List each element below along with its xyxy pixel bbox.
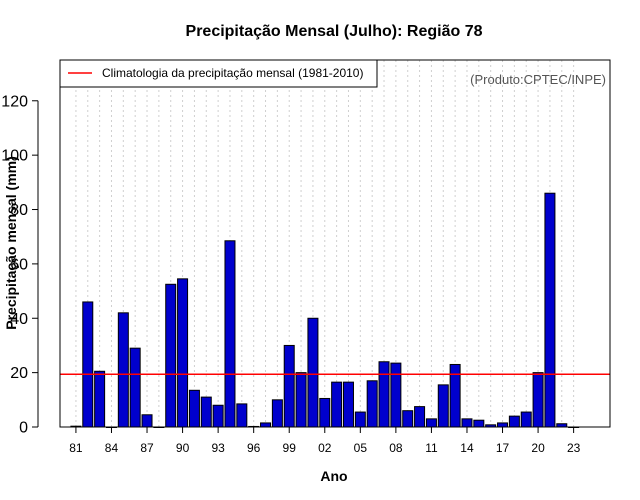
legend-label: Climatologia da precipitação mensal (198… — [102, 66, 363, 80]
y-tick-label: 40 — [10, 311, 28, 328]
bar-2000 — [295, 372, 307, 428]
x-tick-label: 81 — [69, 441, 83, 455]
bar-1993 — [212, 404, 224, 428]
bar-2012 — [437, 384, 449, 428]
x-tick-label: 87 — [140, 441, 154, 455]
bar-2019 — [520, 411, 532, 428]
bar-1985 — [117, 312, 129, 428]
bar-1989 — [165, 283, 177, 428]
x-tick-label: 14 — [460, 441, 474, 455]
y-axis: 0 20 40 60 80 100 120 — [1, 93, 39, 437]
bars — [70, 192, 580, 428]
bar-2001 — [307, 317, 319, 428]
x-tick-label: 84 — [105, 441, 119, 455]
bar-1982 — [82, 301, 94, 428]
x-axis-label: Ano — [320, 468, 347, 484]
bar-2011 — [425, 418, 437, 428]
bar-2018 — [508, 415, 520, 428]
bar-2006 — [366, 380, 378, 428]
bar-2007 — [378, 361, 390, 428]
bar-2009 — [402, 410, 414, 428]
chart-title: Precipitação Mensal (Julho): Região 78 — [186, 23, 483, 40]
bar-1999 — [283, 344, 295, 428]
x-tick-label: 20 — [531, 441, 545, 455]
plot-frame — [59, 59, 611, 428]
bar-1987 — [141, 414, 153, 428]
bar-2010 — [414, 406, 426, 428]
bar-1994 — [224, 240, 236, 428]
legend-box — [59, 59, 378, 88]
bar-2004 — [342, 381, 354, 428]
bar-2003 — [331, 381, 343, 428]
bar-2017 — [497, 422, 509, 428]
credit-text: (Produto:CPTEC/INPE) — [470, 72, 606, 87]
bar-1983 — [94, 370, 106, 428]
x-axis: 81 84 87 90 93 96 99 02 05 08 11 14 17 20 23 — [69, 427, 581, 455]
y-tick-label: 60 — [10, 256, 28, 273]
bar-1998 — [271, 399, 283, 428]
grid — [75, 60, 575, 427]
x-tick-label: 23 — [567, 441, 581, 455]
y-tick-label: 80 — [10, 202, 28, 219]
x-tick-label: 96 — [247, 441, 261, 455]
legend: Climatologia da precipitação mensal (198… — [59, 59, 378, 88]
x-tick-label: 90 — [176, 441, 190, 455]
bar-2008 — [390, 362, 402, 428]
bar-1986 — [129, 347, 141, 428]
bar-2021 — [544, 192, 556, 428]
y-tick-label: 20 — [10, 365, 28, 382]
y-tick-label: 120 — [1, 93, 28, 110]
y-tick-label: 0 — [19, 420, 28, 437]
bar-2015 — [473, 419, 485, 428]
bar-1992 — [200, 396, 212, 428]
bar-1995 — [236, 403, 248, 428]
bar-2002 — [319, 397, 331, 428]
bar-2020 — [532, 372, 544, 428]
x-tick-label: 11 — [425, 441, 438, 455]
x-tick-label: 08 — [389, 441, 403, 455]
x-tick-label: 99 — [283, 441, 297, 455]
y-tick-label: 100 — [1, 148, 28, 165]
x-tick-label: 05 — [354, 441, 368, 455]
bar-1991 — [188, 389, 200, 428]
bar-2005 — [354, 411, 366, 428]
bar-1997 — [260, 422, 272, 428]
bar-1990 — [177, 278, 189, 428]
x-tick-label: 93 — [211, 441, 225, 455]
x-tick-label: 02 — [318, 441, 332, 455]
x-tick-label: 17 — [496, 441, 510, 455]
y-axis-label: Precipitação mensal (mm) — [3, 156, 19, 330]
bar-2014 — [461, 418, 473, 428]
